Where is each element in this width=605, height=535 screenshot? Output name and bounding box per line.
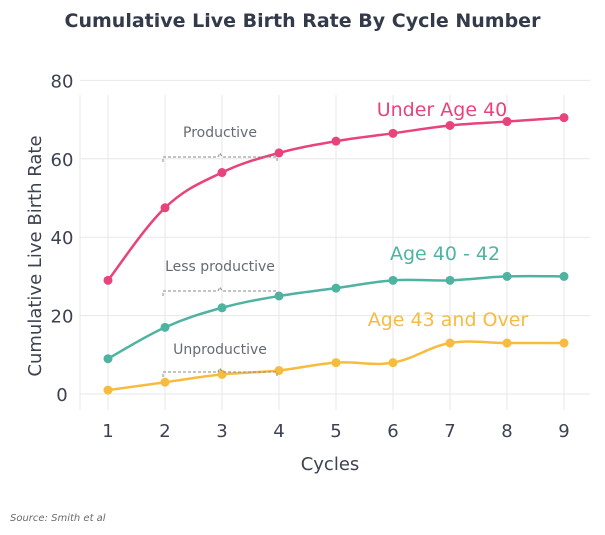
data-point: [445, 275, 455, 285]
x-tick-label: 9: [558, 421, 569, 442]
y-tick-label: 20: [51, 307, 74, 328]
data-point: [274, 148, 284, 158]
data-point: [445, 338, 455, 348]
data-point: [160, 203, 170, 213]
series-2: Age 40 - 42: [103, 243, 569, 364]
data-point: [388, 275, 398, 285]
annotation-bracket: [162, 151, 278, 162]
data-point: [388, 128, 398, 138]
data-point: [274, 291, 284, 301]
x-axis-label: Cycles: [301, 454, 360, 475]
data-point: [559, 271, 569, 281]
data-point: [217, 168, 227, 178]
series-1: Under Age 40: [103, 99, 569, 285]
annotation-bracket: [162, 285, 278, 296]
y-axis-label: Cumulative Live Birth Rate: [25, 135, 46, 376]
data-point: [445, 120, 455, 130]
data-point: [502, 117, 512, 127]
data-point: [331, 136, 341, 146]
annotation-2: Less productive: [162, 259, 278, 296]
data-point: [502, 271, 512, 281]
data-point: [160, 322, 170, 332]
x-tick-label: 7: [444, 421, 455, 442]
x-tick-label: 6: [387, 421, 398, 442]
series-label: Age 40 - 42: [390, 243, 500, 265]
x-tick-label: 2: [159, 421, 170, 442]
source-note: Source: Smith et al: [10, 513, 106, 524]
y-tick-label: 40: [51, 228, 74, 249]
data-point: [103, 275, 113, 285]
data-point: [103, 354, 113, 364]
annotation-label: Productive: [183, 125, 257, 141]
data-point: [331, 283, 341, 293]
annotation-1: Productive: [162, 125, 278, 162]
x-tick-label: 8: [501, 421, 512, 442]
annotation-bracket: [162, 366, 278, 377]
data-point: [160, 377, 170, 387]
series-3: Age 43 and Over: [103, 309, 569, 395]
series-label: Age 43 and Over: [368, 309, 529, 331]
data-point: [388, 358, 398, 368]
y-tick-label: 80: [51, 71, 74, 92]
series-label: Under Age 40: [377, 99, 508, 121]
y-tick-label: 60: [51, 150, 74, 171]
grid-layer: [79, 79, 590, 410]
x-tick-label: 4: [273, 421, 284, 442]
data-point: [274, 365, 284, 375]
x-tick-label: 3: [216, 421, 227, 442]
x-tick-label: 1: [102, 421, 113, 442]
data-point: [559, 113, 569, 123]
annotation-label: Unproductive: [173, 342, 267, 358]
y-tick-label: 0: [56, 385, 67, 406]
x-tick-label: 5: [330, 421, 341, 442]
data-point: [217, 303, 227, 313]
data-point: [103, 385, 113, 395]
data-point: [559, 338, 569, 348]
annotation-label: Less productive: [165, 259, 275, 275]
data-point: [331, 358, 341, 368]
chart-title: Cumulative Live Birth Rate By Cycle Numb…: [64, 10, 541, 32]
annotation-3: Unproductive: [162, 342, 278, 377]
data-point: [502, 338, 512, 348]
